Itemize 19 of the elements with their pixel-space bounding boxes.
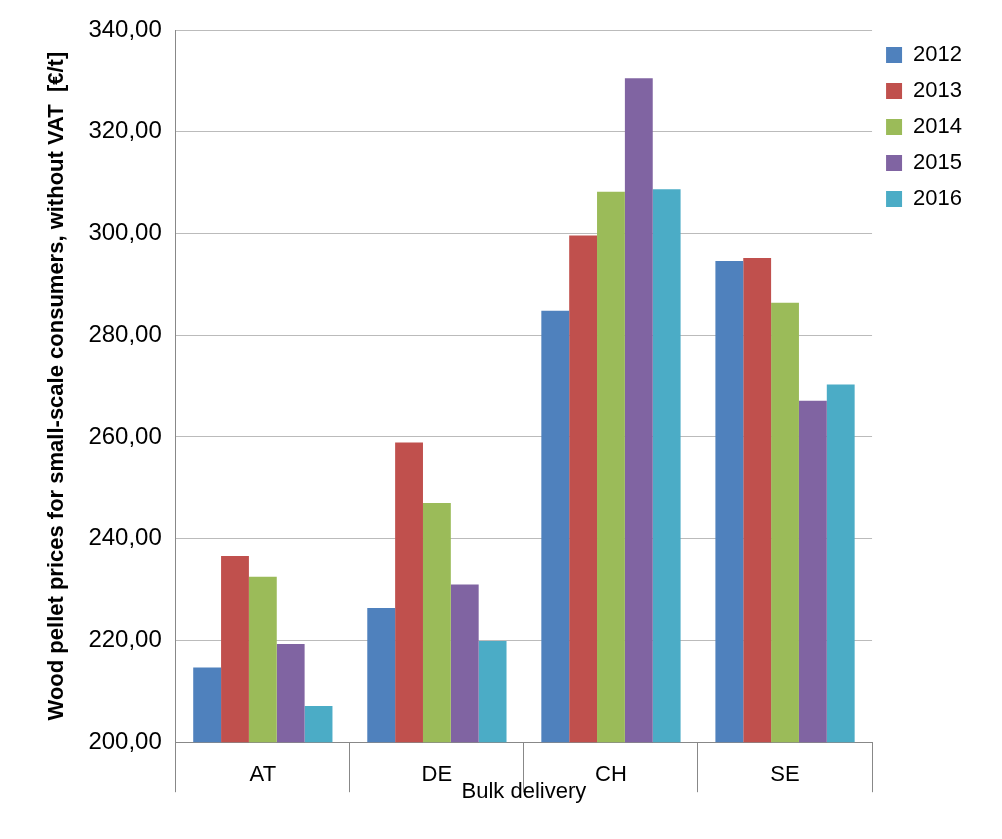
x-tick-label: AT: [249, 761, 277, 787]
y-tick-label: 280,00: [88, 319, 162, 347]
y-tick-label: 220,00: [88, 625, 162, 653]
legend-label: 2016: [913, 185, 963, 211]
y-axis-title: Wood pellet prices for small-scale consumers, without VAT [€/t]: [43, 51, 69, 721]
legend-label: 2015: [913, 149, 963, 175]
y-tick-label: 200,00: [88, 726, 162, 754]
legend-label: 2012: [913, 41, 963, 67]
x-tick-label: DE: [421, 761, 453, 787]
y-tick-label: 340,00: [88, 14, 162, 42]
y-tick-label: 260,00: [88, 421, 162, 449]
legend-label: 2013: [913, 77, 963, 103]
y-tick-label: 320,00: [88, 116, 162, 144]
legend-label: 2014: [913, 113, 963, 139]
x-axis-title: Bulk delivery: [461, 777, 587, 803]
y-tick-label: 240,00: [88, 523, 162, 551]
x-tick-label: CH: [595, 761, 627, 787]
y-tick-label: 300,00: [88, 218, 162, 246]
x-tick-label: SE: [770, 761, 800, 787]
